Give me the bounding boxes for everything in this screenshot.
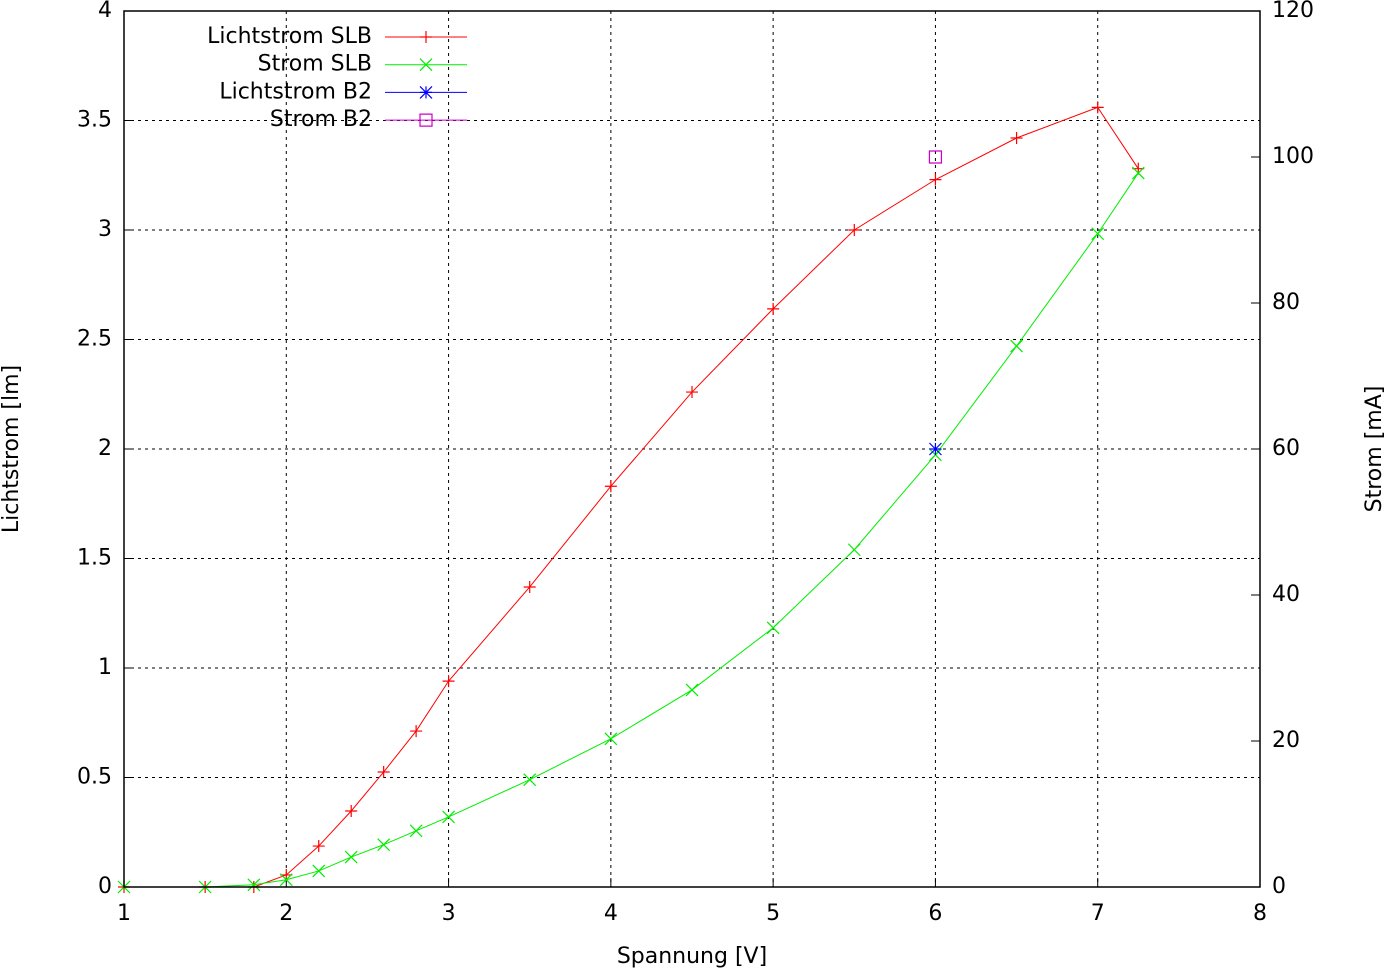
y-axis-label: Lichtstrom [lm] xyxy=(0,365,24,533)
y2-tick-label: 60 xyxy=(1272,436,1300,461)
y2-tick-label: 20 xyxy=(1272,728,1300,753)
x-tick-label: 3 xyxy=(442,901,456,926)
data-point xyxy=(442,675,455,688)
series-line xyxy=(124,172,1139,888)
y-tick-label: 1 xyxy=(98,655,112,680)
legend-label: Strom B2 xyxy=(270,107,372,132)
x-tick-label: 7 xyxy=(1091,901,1105,926)
data-point xyxy=(409,824,423,838)
x-tick-label: 1 xyxy=(117,901,131,926)
x-tick-label: 4 xyxy=(604,901,618,926)
data-point xyxy=(312,864,326,878)
y-tick-label: 0 xyxy=(98,874,112,899)
data-point xyxy=(1010,132,1023,145)
data-point xyxy=(766,621,780,635)
legend-marker xyxy=(419,85,433,99)
y-tick-label: 1.5 xyxy=(77,546,112,571)
data-point xyxy=(1010,339,1023,353)
data-point xyxy=(345,805,358,818)
y-tick-label: 2.5 xyxy=(77,327,112,352)
data-point xyxy=(685,683,699,697)
data-point xyxy=(767,302,780,315)
data-point xyxy=(442,810,455,824)
data-point xyxy=(312,840,325,853)
x-tick-label: 2 xyxy=(279,901,293,926)
series-line xyxy=(124,106,1139,888)
x-tick-label: 8 xyxy=(1253,901,1267,926)
data-point xyxy=(279,873,293,887)
legend-marker xyxy=(420,31,432,43)
data-point xyxy=(377,766,390,779)
data-point xyxy=(1091,101,1104,114)
y2-tick-label: 80 xyxy=(1272,290,1300,315)
legend-label: Lichtstrom B2 xyxy=(219,79,372,104)
data-point xyxy=(523,773,537,787)
data-point xyxy=(1131,166,1145,180)
data-point xyxy=(377,838,391,852)
legend-marker xyxy=(419,58,433,72)
data-point xyxy=(686,386,698,399)
y2-tick-label: 40 xyxy=(1272,582,1300,607)
x-tick-label: 5 xyxy=(766,901,780,926)
data-point xyxy=(344,850,358,864)
legend-marker xyxy=(419,113,433,127)
data-point xyxy=(604,480,617,493)
y-tick-label: 0.5 xyxy=(77,765,112,790)
data-point xyxy=(247,878,261,892)
y2-tick-label: 100 xyxy=(1272,144,1314,169)
legend-label: Lichtstrom SLB xyxy=(207,24,372,49)
data-point xyxy=(928,150,943,164)
data-point xyxy=(929,442,942,456)
data-point xyxy=(1091,227,1105,241)
data-point xyxy=(848,224,861,236)
y-tick-label: 3 xyxy=(98,217,112,242)
y-tick-label: 2 xyxy=(98,436,112,461)
data-point xyxy=(929,173,942,186)
y2-tick-label: 0 xyxy=(1272,874,1286,899)
data-point xyxy=(604,732,618,746)
data-point xyxy=(410,725,423,738)
x-axis-label: Spannung [V] xyxy=(617,944,767,969)
x-tick-label: 6 xyxy=(928,901,942,926)
y-tick-label: 4 xyxy=(98,0,112,23)
plot-frame xyxy=(123,10,1261,888)
y2-axis-label: Strom [mA] xyxy=(1362,386,1387,513)
data-point xyxy=(523,580,536,593)
y2-tick-label: 120 xyxy=(1272,0,1314,23)
legend-label: Strom SLB xyxy=(258,52,372,77)
y-tick-label: 3.5 xyxy=(77,108,112,133)
data-point xyxy=(847,543,861,557)
